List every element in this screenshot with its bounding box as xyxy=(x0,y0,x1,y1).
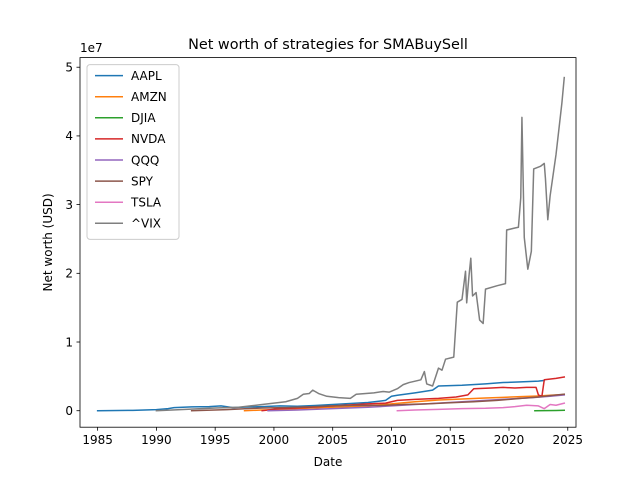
y-tick-label: 4 xyxy=(65,129,73,143)
x-tick-label: 2025 xyxy=(552,433,583,447)
legend-label-aapl: AAPL xyxy=(131,69,162,83)
y-axis: 0 1 2 3 4 5 xyxy=(65,61,80,418)
legend-label-vix: ^VIX xyxy=(131,217,161,231)
plot-frame xyxy=(79,57,577,428)
series-line-spy xyxy=(190,393,566,412)
y-tick-label: 3 xyxy=(65,198,73,212)
x-tick-label: 2005 xyxy=(317,433,348,447)
x-tick-label: 2000 xyxy=(259,433,290,447)
x-tick-label: 2015 xyxy=(435,433,466,447)
legend: AAPL AMZN DJIA NVDA QQQ SPY TSLA ^VIX xyxy=(86,64,180,240)
legend-label-spy: SPY xyxy=(131,174,154,188)
y-tick-label: 5 xyxy=(65,61,73,75)
x-axis-label: Date xyxy=(314,455,343,469)
legend-label-qqq: QQQ xyxy=(131,153,159,167)
legend-label-amzn: AMZN xyxy=(131,90,167,104)
x-tick-label: 2010 xyxy=(376,433,407,447)
series-line-vix xyxy=(155,76,566,412)
x-tick-label: 1990 xyxy=(141,433,172,447)
legend-box xyxy=(86,64,180,240)
x-tick-label: 2020 xyxy=(494,433,525,447)
legend-label-nvda: NVDA xyxy=(131,132,166,146)
y-tick-label: 1 xyxy=(65,335,73,349)
series-line-tsla xyxy=(396,402,566,412)
legend-label-djia: DJIA xyxy=(131,111,156,125)
y-tick-label: 0 xyxy=(65,404,73,418)
y-axis-offset-text: 1e7 xyxy=(80,41,103,55)
legend-label-tsla: TSLA xyxy=(130,196,162,210)
chart-title: Net worth of strategies for SMABuySell xyxy=(188,37,468,53)
series-layer xyxy=(96,76,566,412)
x-tick-label: 1985 xyxy=(82,433,113,447)
y-axis-label: Net worth (USD) xyxy=(41,193,55,291)
series-line-amzn xyxy=(243,393,566,412)
y-tick-label: 2 xyxy=(65,267,73,281)
series-line-aapl xyxy=(96,379,546,412)
x-axis: 1985 1990 1995 2000 2005 2010 2015 2020 2025 xyxy=(82,427,583,447)
x-tick-label: 1995 xyxy=(200,433,231,447)
